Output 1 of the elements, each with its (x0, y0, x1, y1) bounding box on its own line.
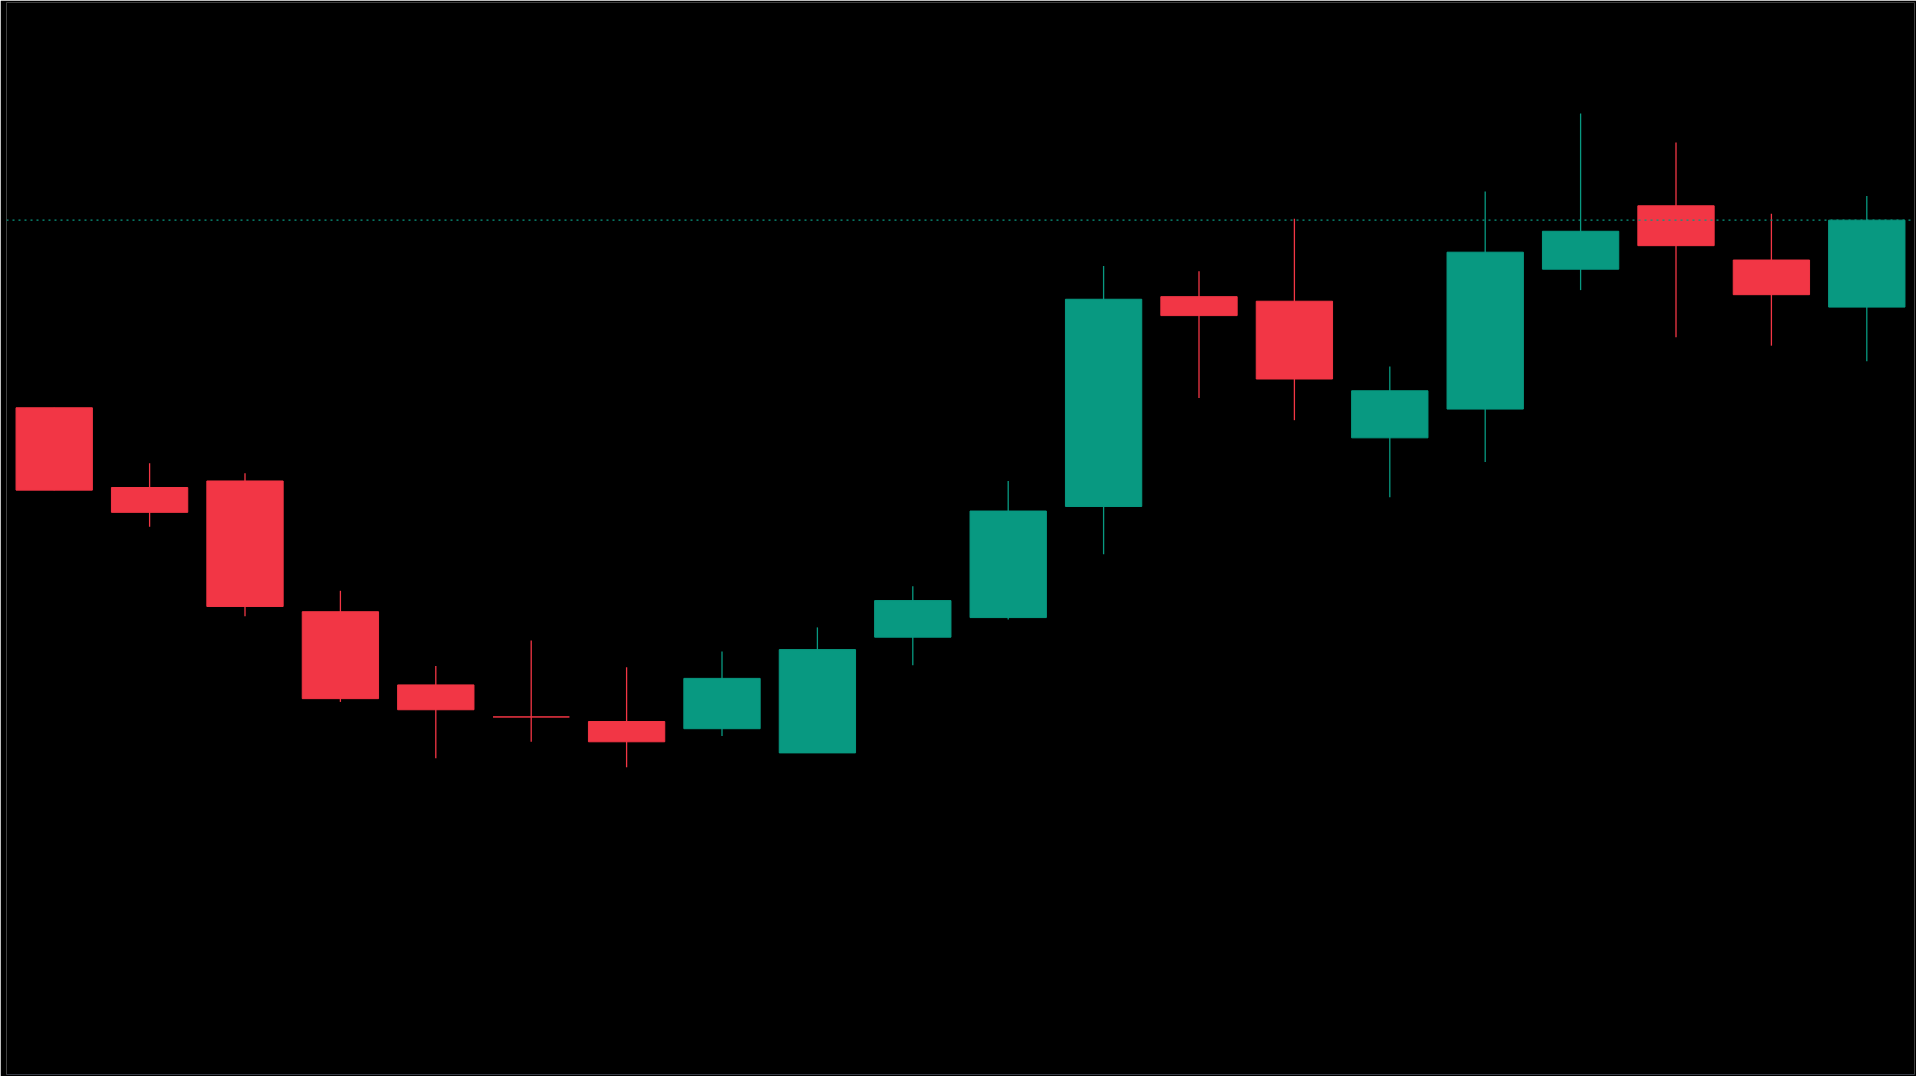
candlestick (492, 639, 570, 743)
